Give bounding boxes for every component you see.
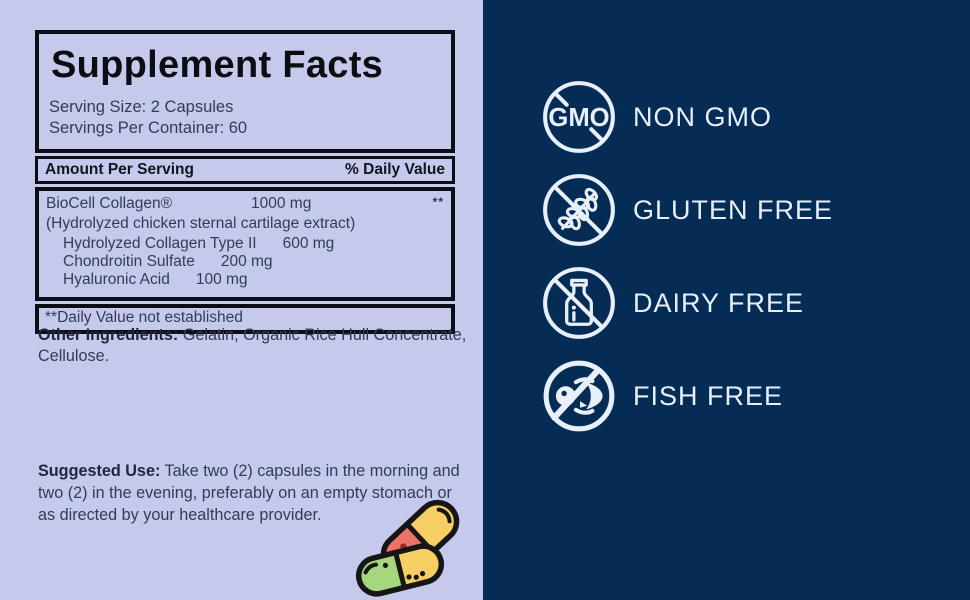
badge-label: NON GMO (633, 101, 772, 132)
nutrient-amount: 100 mg (195, 270, 248, 288)
label-panel: Supplement Facts Serving Size: 2 Capsule… (0, 0, 483, 600)
table-row: Chondroitin Sulfate 200 mg (46, 253, 444, 271)
badge-gluten-free: GLUTEN FREE (540, 171, 970, 249)
nutrient-dv: ** (432, 195, 444, 210)
capsule-pills-illustration (354, 494, 465, 598)
suggested-use-text: as directed by your healthcare provider. (38, 506, 322, 525)
badge-dairy-free: DAIRY FREE (540, 264, 970, 342)
badges-panel: GMO NON GMO GLUTEN FREE (483, 0, 970, 600)
badge-label: FISH FREE (633, 380, 784, 411)
nutrient-amount: 600 mg (282, 234, 335, 252)
nutrient-amount: 1000 mg (251, 195, 312, 213)
other-ingredients-label: Other Ingredients: (38, 326, 179, 344)
wheat-crossed-icon (543, 174, 615, 246)
suggested-use-text: Take two (2) capsules in the morning and (160, 462, 460, 480)
other-ingredients: Other Ingredients: Gelatin, Organic Rice… (38, 325, 470, 368)
suggested-use-label: Suggested Use: (38, 462, 161, 480)
milk-bottle-crossed-icon (543, 267, 615, 339)
table-row: BioCell Collagen® 1000 mg ** (46, 194, 444, 213)
green-yellow-capsule (354, 542, 446, 598)
other-ingredients-text: Gelatin, Organic Rice Hull Concentrate, (178, 326, 467, 344)
nutrients-box: BioCell Collagen® 1000 mg ** (Hydrolyzed… (35, 187, 455, 302)
nutrient-name: Hyaluronic Acid (63, 270, 170, 288)
badge-label: GLUTEN FREE (633, 194, 834, 225)
gmo-icon-text: GMO (548, 104, 609, 132)
supplement-facts-label: Supplement Facts Serving Size: 2 Capsule… (35, 30, 455, 335)
daily-value-footnote: **Daily Value not established (35, 304, 455, 335)
label-header-box: Supplement Facts Serving Size: 2 Capsule… (35, 30, 455, 154)
other-ingredients-text: Cellulose. (38, 347, 110, 366)
table-row: Hyaluronic Acid 100 mg (46, 271, 444, 289)
servings-per-container: Servings Per Container: 60 (49, 118, 248, 137)
nutrient-name: BioCell Collagen® (46, 195, 173, 213)
table-row: Hydrolyzed Collagen Type II 600 mg (46, 235, 444, 253)
serving-size: Serving Size: 2 Capsules (49, 97, 234, 116)
nutrient-name: Chondroitin Sulfate (63, 252, 195, 270)
fish-crossed-icon (543, 360, 615, 432)
nutrient-subtitle: (Hydrolyzed chicken sternal cartilage ex… (46, 214, 356, 232)
badge-fish-free: FISH FREE (540, 357, 970, 435)
badge-non-gmo: GMO NON GMO (540, 78, 970, 156)
amount-header: Amount Per Serving (45, 161, 194, 179)
suggested-use-text: two (2) in the evening, preferably on an… (38, 484, 452, 503)
nutrient-amount: 200 mg (220, 252, 273, 270)
amount-per-serving-band: Amount Per Serving % Daily Value (35, 156, 455, 185)
nutrient-name: Hydrolyzed Collagen Type II (63, 234, 257, 252)
suggested-use: Suggested Use: Take two (2) capsules in … (38, 460, 470, 526)
daily-value-header: % Daily Value (345, 161, 445, 179)
badge-label: DAIRY FREE (633, 287, 805, 318)
label-title: Supplement Facts (51, 44, 384, 86)
gmo-crossed-icon: GMO (543, 81, 615, 153)
